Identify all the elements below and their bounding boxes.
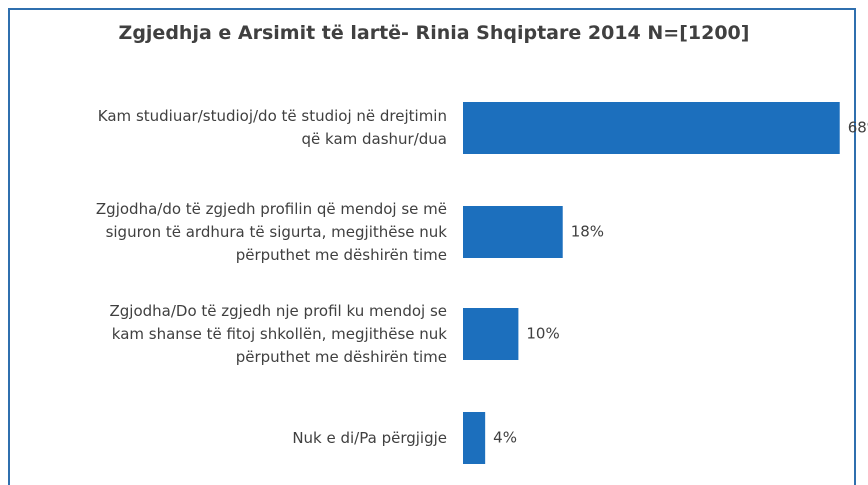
bar bbox=[463, 412, 486, 464]
value-label: 10% bbox=[526, 325, 559, 343]
category-label: Zgjodha/Do të zgjedh nje profil ku mendo… bbox=[109, 301, 448, 366]
bar bbox=[463, 206, 563, 258]
chart-title: Zgjedhja e Arsimit të lartë- Rinia Shqip… bbox=[118, 22, 750, 44]
category-label: Nuk e di/Pa përgjigje bbox=[292, 428, 447, 447]
bar bbox=[463, 308, 519, 360]
category-label: Kam studiuar/studioj/do të studioj në dr… bbox=[97, 107, 447, 148]
value-label: 4% bbox=[493, 429, 517, 447]
chart-frame bbox=[8, 8, 856, 485]
bar bbox=[463, 102, 840, 154]
value-label: 68% bbox=[848, 119, 868, 137]
category-label: Zgjodha/do të zgjedh profilin që mendoj … bbox=[95, 199, 447, 264]
value-label: 18% bbox=[571, 223, 604, 241]
